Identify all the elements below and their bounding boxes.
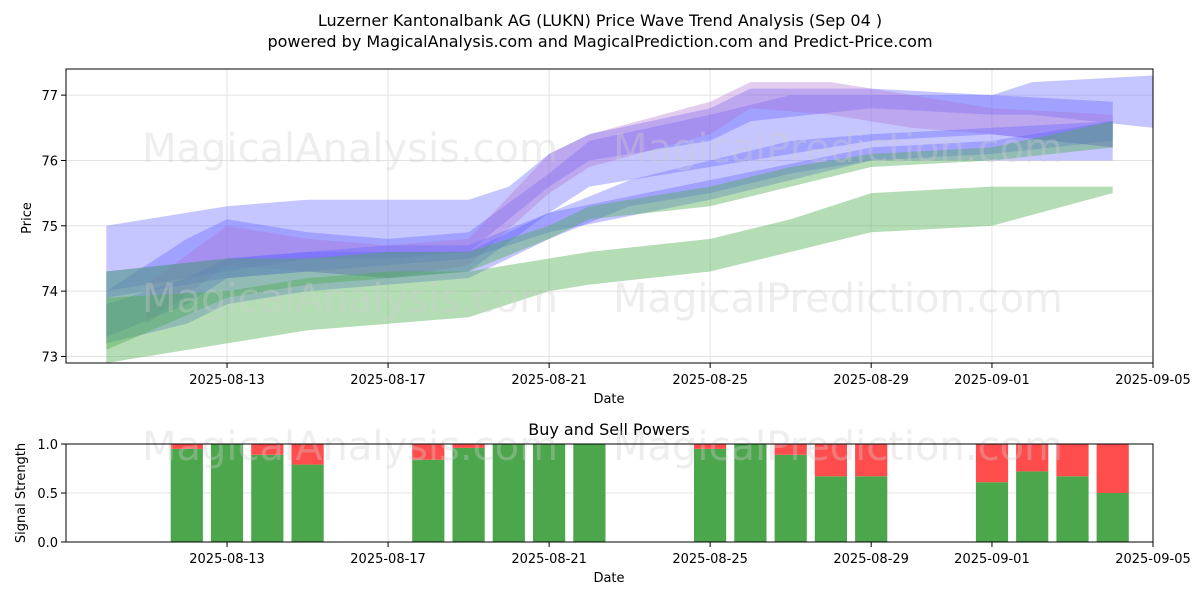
sell-bar bbox=[774, 444, 807, 455]
powers-x-tick-label: 2025-09-01 bbox=[954, 552, 1030, 567]
sell-bar bbox=[694, 444, 727, 449]
price-band-blue-4 bbox=[106, 121, 1113, 298]
sell-bar bbox=[251, 444, 284, 455]
price-x-tick-label: 2025-08-13 bbox=[189, 373, 265, 388]
buy-bar bbox=[210, 444, 244, 542]
watermark-bottom-left: MagicalAnalysis.com bbox=[142, 424, 558, 470]
price-y-tick-label: 73 bbox=[41, 350, 58, 365]
price-y-tick-label: 76 bbox=[41, 154, 58, 169]
sell-bar bbox=[452, 444, 485, 448]
buy-bar bbox=[1056, 476, 1089, 542]
watermark-top-left: MagicalAnalysis.com bbox=[142, 126, 558, 172]
buy-bar bbox=[170, 448, 203, 542]
price-x-axis-label: Date bbox=[593, 392, 624, 407]
price-y-tick-label: 75 bbox=[41, 220, 58, 235]
powers-title: Buy and Sell Powers bbox=[528, 420, 690, 439]
powers-x-tick-label: 2025-09-05 bbox=[1115, 552, 1191, 567]
price-x-tick-label: 2025-08-25 bbox=[672, 373, 748, 388]
buy-bar bbox=[533, 444, 566, 542]
buy-bar bbox=[492, 444, 525, 542]
powers-x-tick-label: 2025-08-17 bbox=[350, 552, 426, 567]
watermark-top-right: MagicalPrediction.com bbox=[613, 126, 1063, 172]
sell-bar bbox=[1056, 444, 1089, 477]
price-x-tick-label: 2025-09-05 bbox=[1115, 373, 1191, 388]
price-band-blue-3 bbox=[106, 121, 1113, 344]
buy-bar bbox=[412, 459, 445, 542]
watermark-mid-left: MagicalAnalysis.com bbox=[142, 276, 558, 322]
buy-bar bbox=[291, 464, 324, 542]
sell-bar bbox=[170, 444, 203, 449]
price-plot-frame bbox=[65, 68, 1154, 364]
price-x-tick-label: 2025-09-01 bbox=[954, 373, 1030, 388]
powers-axis-ticks: 2025-08-13 2025-08-17 2025-08-21 2025-08-25… bbox=[37, 438, 1190, 567]
price-x-tick-label: 2025-08-29 bbox=[833, 373, 909, 388]
powers-x-axis-label: Date bbox=[593, 571, 624, 586]
powers-y-tick-label: 0.0 bbox=[37, 536, 58, 551]
powers-y-tick-label: 1.0 bbox=[37, 438, 58, 453]
buy-bar bbox=[734, 444, 767, 542]
price-x-tick-label: 2025-08-17 bbox=[350, 373, 426, 388]
buy-bar bbox=[452, 447, 485, 542]
buy-bar bbox=[855, 476, 888, 542]
watermark-bottom-right: MagicalPrediction.com bbox=[613, 424, 1063, 470]
buy-bar bbox=[1016, 471, 1049, 542]
powers-x-tick-label: 2025-08-21 bbox=[511, 552, 587, 567]
powers-y-tick-label: 0.5 bbox=[37, 487, 58, 502]
buy-bar bbox=[251, 454, 284, 542]
price-band-green-5 bbox=[106, 121, 1113, 350]
sell-bar bbox=[975, 444, 1009, 483]
powers-x-tick-label: 2025-08-13 bbox=[189, 552, 265, 567]
powers-x-tick-label: 2025-08-29 bbox=[833, 552, 909, 567]
price-band-blue-0 bbox=[106, 75, 1153, 292]
sell-bar bbox=[1016, 444, 1049, 472]
price-y-axis-label: Price bbox=[20, 202, 35, 234]
price-axis-ticks: 2025-08-13 2025-08-17 2025-08-21 2025-08-25… bbox=[41, 89, 1190, 388]
sell-bar bbox=[814, 444, 847, 477]
powers-y-axis-label: Signal Strength bbox=[14, 443, 29, 543]
powers-x-tick-label: 2025-08-25 bbox=[672, 552, 748, 567]
price-x-tick-label: 2025-08-21 bbox=[511, 373, 587, 388]
price-bands bbox=[106, 75, 1153, 363]
price-y-tick-label: 74 bbox=[41, 285, 58, 300]
sell-bar bbox=[291, 444, 324, 465]
buy-bar bbox=[1096, 493, 1129, 542]
buy-bar bbox=[774, 454, 807, 542]
chart-subtitle: powered by MagicalAnalysis.com and Magic… bbox=[267, 32, 932, 51]
chart-title: Luzerner Kantonalbank AG (LUKN) Price Wa… bbox=[318, 11, 882, 30]
price-y-tick-label: 77 bbox=[41, 89, 58, 104]
price-band-purple-2 bbox=[146, 82, 1113, 324]
price-grid bbox=[66, 69, 1154, 363]
sell-bar bbox=[1096, 444, 1129, 493]
sell-bar bbox=[855, 444, 888, 477]
buy-bar bbox=[975, 482, 1009, 542]
price-band-green-6 bbox=[106, 186, 1113, 363]
price-band-blue-1 bbox=[106, 95, 1113, 337]
watermark-mid-right: MagicalPrediction.com bbox=[613, 276, 1063, 322]
sell-bar bbox=[412, 444, 445, 460]
buy-bar bbox=[814, 476, 847, 542]
buy-bar bbox=[573, 444, 606, 542]
buy-bar bbox=[694, 448, 727, 542]
powers-bars bbox=[170, 444, 1129, 542]
